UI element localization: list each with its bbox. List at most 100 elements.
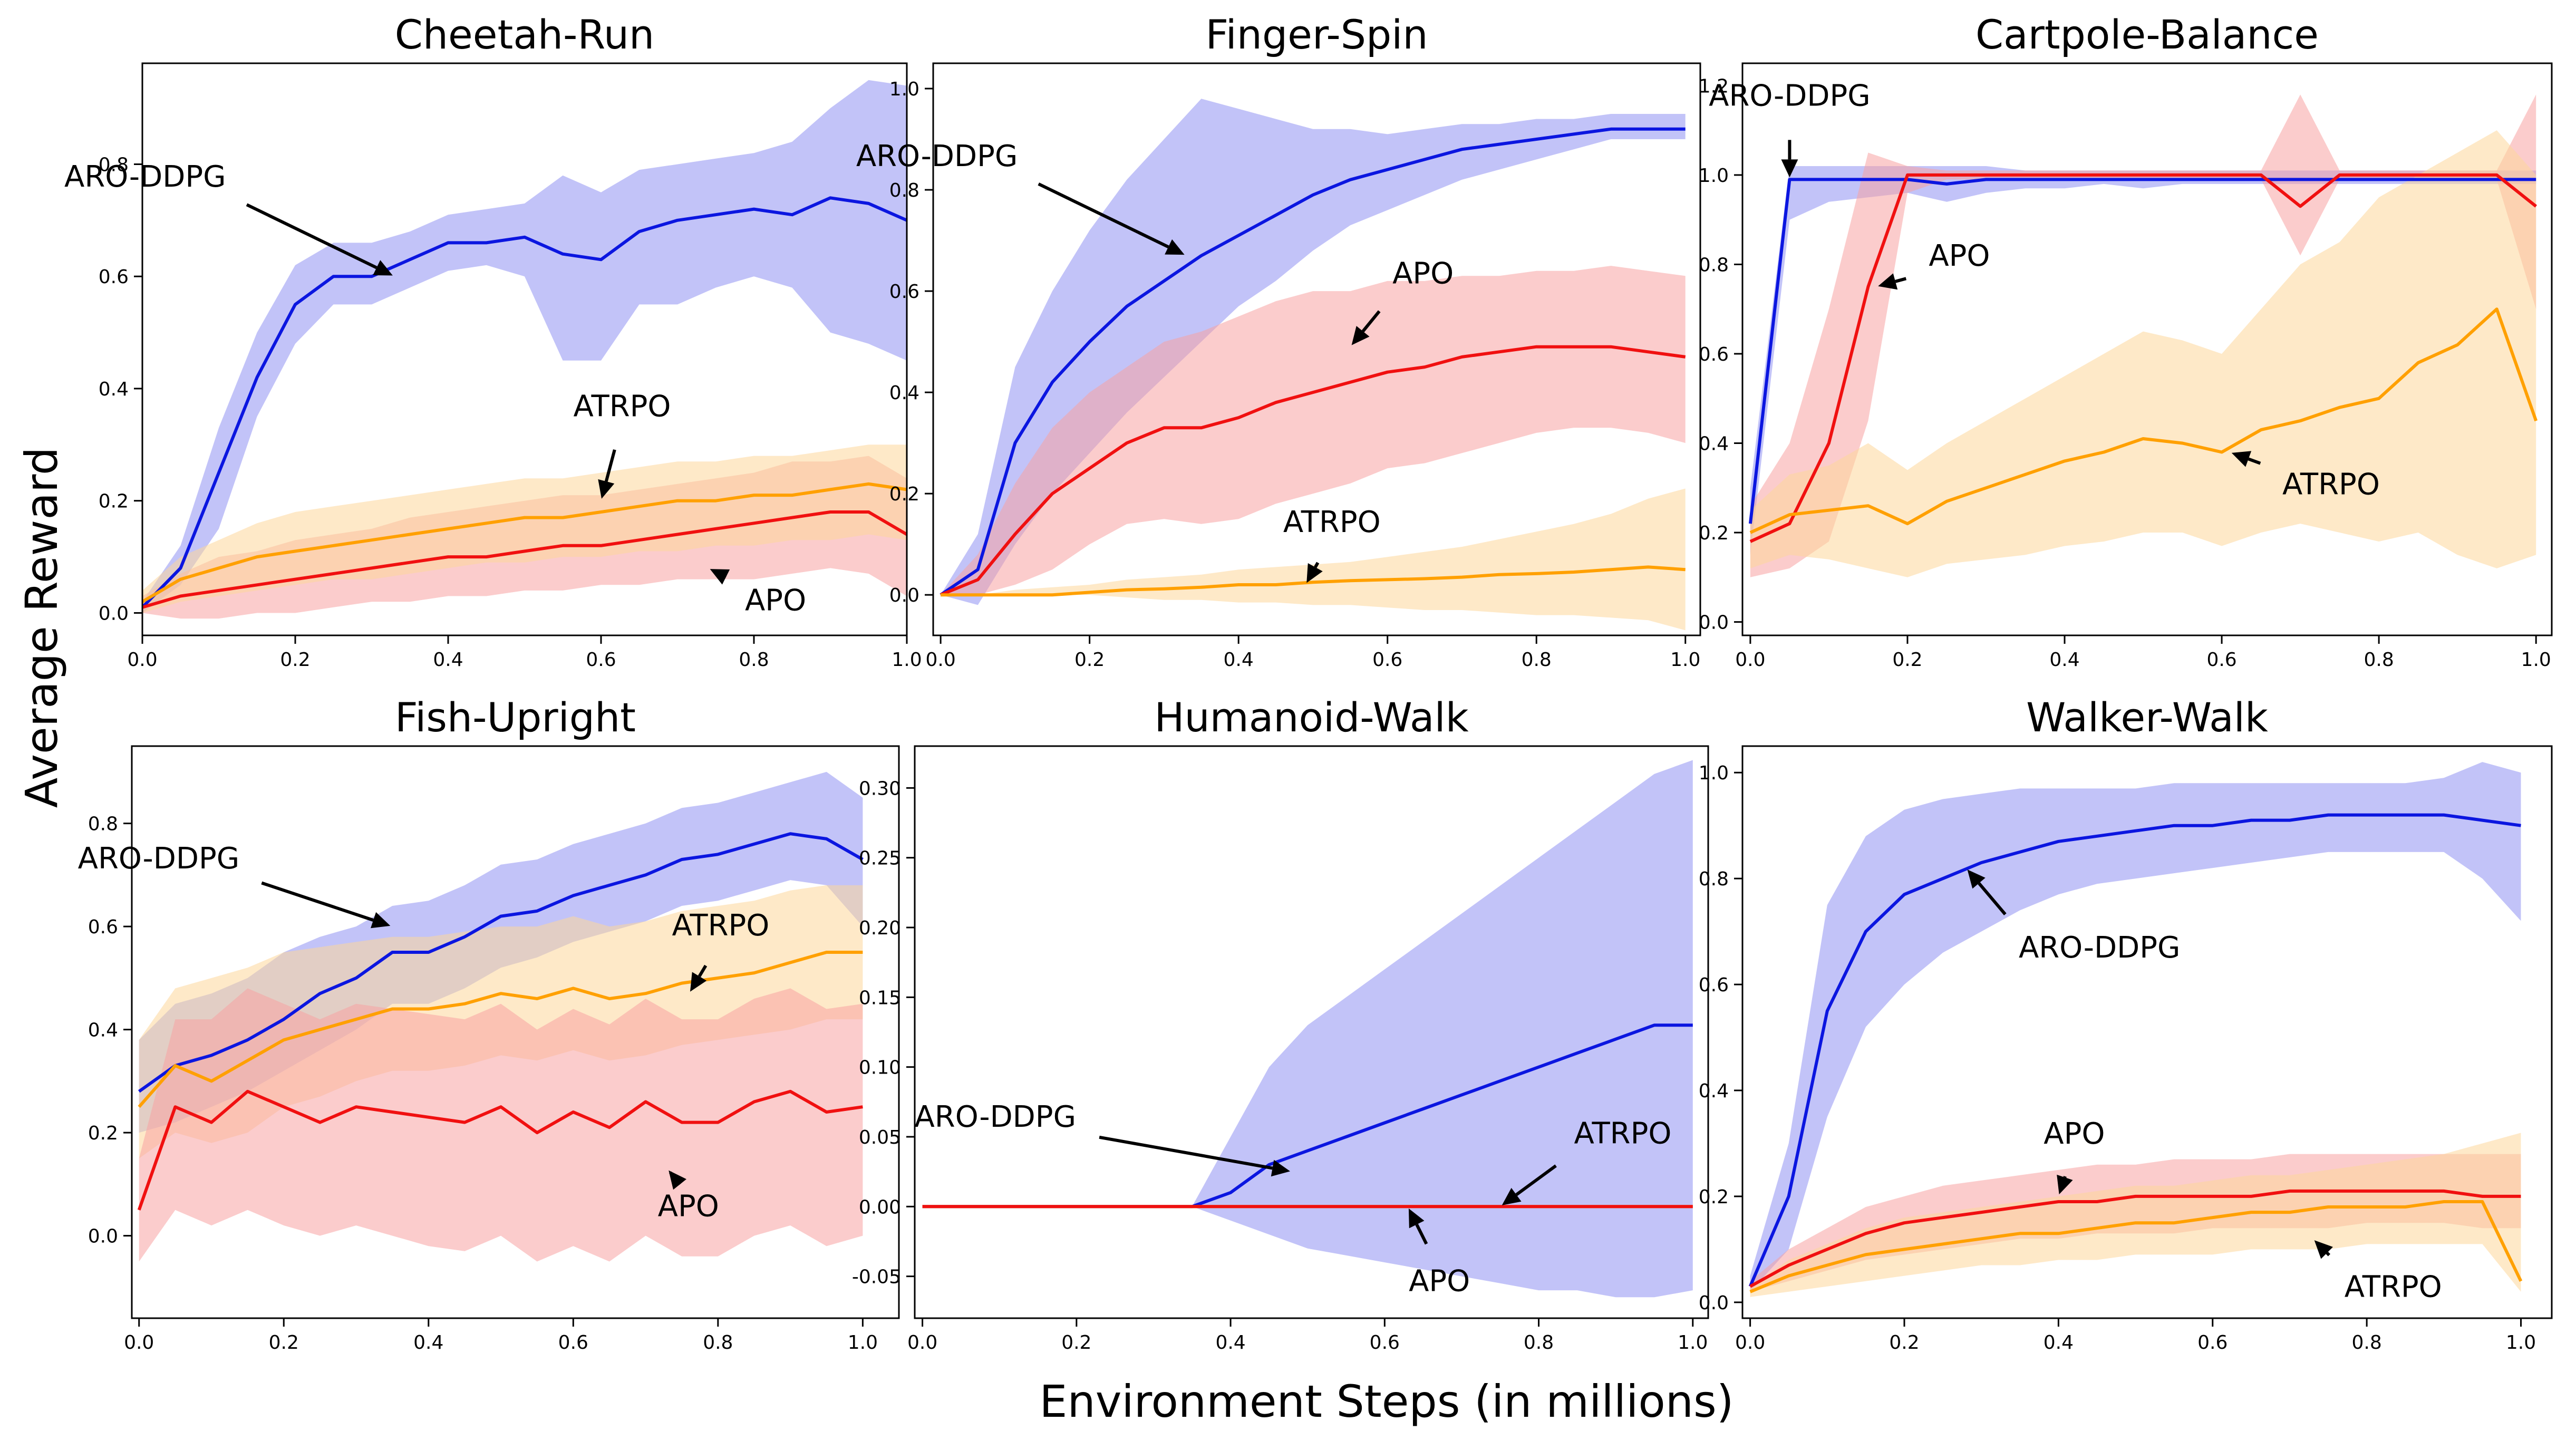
chart-title: Cheetah-Run bbox=[395, 11, 654, 58]
annotation-arrow bbox=[698, 964, 708, 978]
annotation-atrpo: ATRPO bbox=[672, 909, 769, 992]
annotation-label: APO bbox=[1409, 1264, 1470, 1298]
y-tick-label: 0.2 bbox=[88, 1123, 118, 1144]
annotation-aro-ddpg: ARO-DDPG bbox=[64, 160, 393, 276]
y-tick-label: 0.6 bbox=[99, 266, 129, 288]
panel-humanoid-walk: 0.0 0.2 0.4 0.6 0.8 1.0 -0.05 0.00 0.05 0.10 0.15 0… bbox=[852, 694, 1709, 1354]
x-tick-label: 0.0 bbox=[1735, 649, 1765, 671]
y-tick-label: 0.6 bbox=[889, 281, 919, 303]
y-tick-label: 1.0 bbox=[1699, 165, 1729, 187]
annotation-arrow bbox=[1361, 310, 1381, 333]
y-tick-label: 0.0 bbox=[88, 1226, 118, 1248]
x-tick-label: 1.0 bbox=[2521, 649, 2551, 671]
annotation-arrowhead bbox=[1271, 1159, 1291, 1177]
axes-frame bbox=[1741, 62, 2553, 636]
x-tick-label: 0.2 bbox=[280, 649, 310, 671]
y-tick-label: 0.8 bbox=[889, 180, 919, 201]
y-tick-label: 1.0 bbox=[1699, 762, 1729, 784]
annotation-label: ARO-DDPG bbox=[78, 842, 239, 876]
series-aro-ddpg bbox=[138, 832, 864, 1093]
x-tick-label: 0.4 bbox=[1224, 649, 1254, 671]
x-tick-label: 0.2 bbox=[269, 1332, 299, 1354]
series-aro-ddpg bbox=[1748, 178, 2536, 524]
chart-title: Cartpole-Balance bbox=[1975, 11, 2319, 58]
annotation-label: APO bbox=[1929, 239, 1990, 273]
series-apo bbox=[940, 345, 1686, 596]
annotation-arrow bbox=[1895, 277, 1907, 283]
chart-title: Fish-Upright bbox=[395, 694, 636, 741]
annotation-atrpo: ATRPO bbox=[1283, 505, 1381, 583]
series-apo bbox=[1749, 173, 2538, 543]
annotation-aro-ddpg: ARO-DDPG bbox=[915, 1100, 1291, 1177]
x-tick-label: 0.4 bbox=[413, 1332, 443, 1354]
annotation-apo: APO bbox=[1351, 257, 1454, 345]
series-atrpo bbox=[941, 565, 1686, 597]
axes-frame bbox=[141, 62, 908, 636]
annotation-arrow bbox=[261, 881, 374, 922]
annotation-aro-ddpg: ARO-DDPG bbox=[78, 842, 391, 929]
y-tick-label: 1.0 bbox=[889, 79, 919, 100]
annotation-atrpo: ATRPO bbox=[2231, 451, 2380, 501]
x-tick-label: 0.0 bbox=[127, 649, 157, 671]
y-tick-label: 0.2 bbox=[889, 484, 919, 505]
axes-frame bbox=[932, 62, 1701, 636]
annotation-arrow bbox=[604, 449, 616, 482]
annotation-label: ARO-DDPG bbox=[2019, 931, 2180, 965]
y-tick-label: 0.4 bbox=[88, 1020, 118, 1041]
annotation-arrowhead bbox=[690, 972, 707, 992]
panel-walker-walk: 0.0 0.2 0.4 0.6 0.8 1.0 0.0 0.2 0.4 0.6 0.8 1.0 Walk… bbox=[1699, 694, 2553, 1354]
y-tick-label: 0.0 bbox=[889, 585, 919, 606]
annotation-arrowhead bbox=[371, 912, 391, 929]
x-tick-label: 0.0 bbox=[925, 649, 955, 671]
y-tick-label: 0.6 bbox=[1699, 344, 1729, 365]
annotation-arrowhead bbox=[1502, 1187, 1522, 1205]
annotation-aro-ddpg: ARO-DDPG bbox=[856, 139, 1185, 255]
annotation-apo: APO bbox=[658, 1170, 719, 1224]
annotation-apo: APO bbox=[1408, 1208, 1470, 1298]
annotation-arrow bbox=[1978, 882, 2007, 916]
annotation-label: ARO-DDPG bbox=[856, 139, 1018, 173]
x-tick-label: 0.6 bbox=[1370, 1332, 1400, 1354]
y-tick-label: 0.2 bbox=[1699, 1186, 1729, 1208]
x-tick-label: 0.0 bbox=[124, 1332, 154, 1354]
y-tick-label: 0.4 bbox=[1699, 433, 1729, 455]
annotation-label: ATRPO bbox=[2282, 467, 2380, 501]
annotation-arrowhead bbox=[1781, 159, 1798, 178]
band-atrpo bbox=[1750, 1133, 2521, 1297]
annotation-arrow bbox=[1099, 1135, 1273, 1170]
series-apo bbox=[142, 510, 907, 609]
x-tick-label: 0.2 bbox=[1889, 1332, 1919, 1354]
annotation-apo: APO bbox=[1878, 239, 1990, 290]
annotation-label: APO bbox=[658, 1190, 719, 1224]
annotation-arrowhead bbox=[1967, 869, 1986, 889]
annotation-label: APO bbox=[2044, 1117, 2105, 1151]
axes-frame bbox=[914, 745, 1709, 1319]
series-aro-ddpg bbox=[142, 196, 907, 608]
chart-title: Walker-Walk bbox=[2026, 694, 2268, 741]
x-tick-label: 1.0 bbox=[1670, 649, 1700, 671]
y-tick-label: 0.0 bbox=[1699, 1292, 1729, 1314]
y-tick-label: 0.30 bbox=[859, 778, 901, 799]
x-tick-label: 0.6 bbox=[1372, 649, 1402, 671]
y-tick-label: 0.4 bbox=[889, 382, 919, 404]
x-tick-label: 0.2 bbox=[1892, 649, 1922, 671]
x-tick-label: 0.2 bbox=[1074, 649, 1105, 671]
annotation-label: ATRPO bbox=[1574, 1116, 1671, 1151]
annotation-arrowhead bbox=[2314, 1240, 2333, 1259]
annotation-arrow bbox=[2248, 457, 2261, 465]
panel-fish-upright: 0.0 0.2 0.4 0.6 0.8 1.0 0.0 0.2 0.4 0.6 0.8 Fish-Up… bbox=[78, 694, 900, 1354]
annotation-label: ATRPO bbox=[1283, 505, 1381, 539]
annotation-arrow bbox=[2326, 1252, 2331, 1257]
x-tick-label: 0.0 bbox=[907, 1332, 937, 1354]
series-atrpo bbox=[1749, 1200, 2523, 1293]
band-atrpo bbox=[1750, 130, 2536, 577]
series-aro-ddpg bbox=[940, 127, 1686, 596]
x-tick-label: 0.8 bbox=[1524, 1332, 1554, 1354]
x-tick-label: 1.0 bbox=[848, 1332, 878, 1354]
axes-frame bbox=[131, 745, 900, 1319]
x-tick-label: 0.0 bbox=[1735, 1332, 1765, 1354]
annotation-label: ARO-DDPG bbox=[915, 1100, 1076, 1134]
y-tick-label: 0.15 bbox=[859, 987, 901, 1009]
annotation-arrowhead bbox=[1165, 239, 1185, 255]
